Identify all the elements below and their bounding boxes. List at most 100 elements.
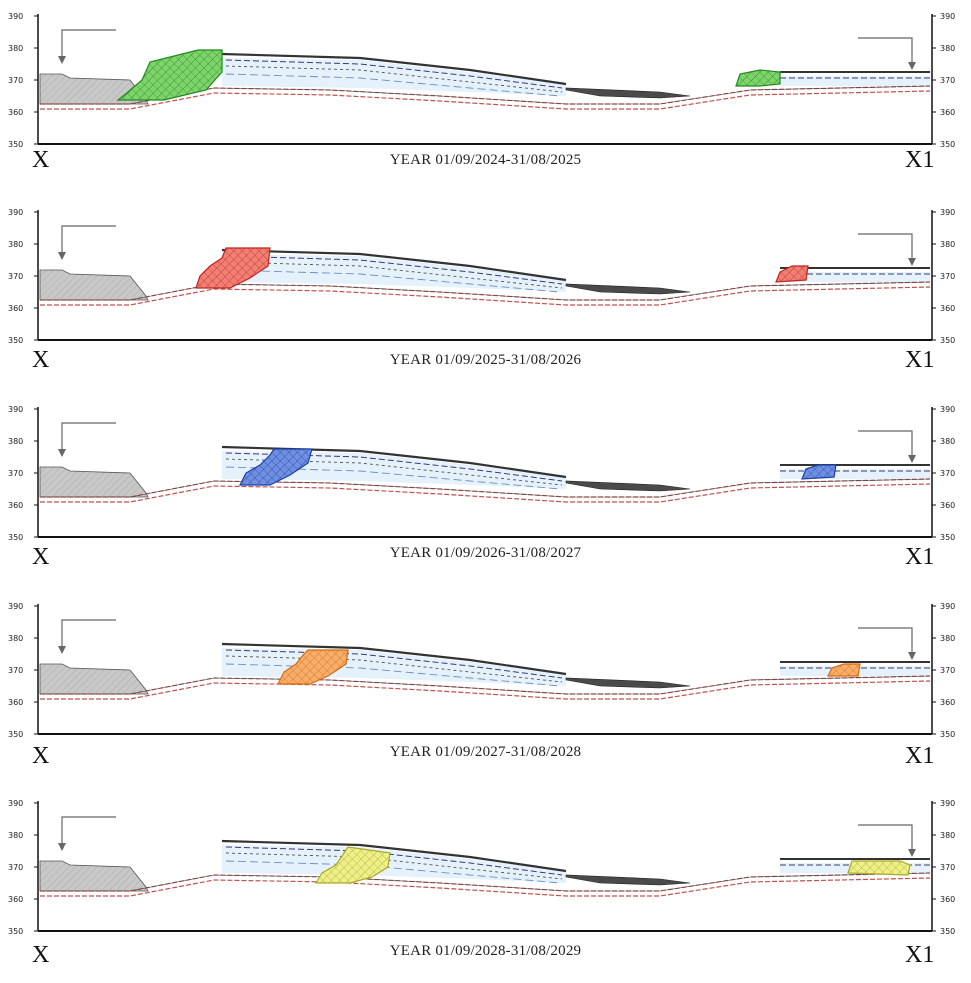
section-marker-right (858, 37, 913, 64)
stage-embankment-crosshatch (848, 861, 910, 875)
section-marker-right (858, 627, 913, 654)
right-tick-label: 350 (940, 140, 955, 149)
existing-dump (39, 663, 149, 695)
right-end-label: X1 (905, 347, 935, 373)
left-tick-label: 390 (8, 405, 23, 414)
tailings-fill (222, 58, 566, 96)
existing-dump (39, 466, 149, 498)
right-end-label: X1 (905, 147, 935, 173)
section-arrow-left (58, 56, 66, 64)
ground-line (40, 281, 931, 301)
layer-line (225, 59, 563, 89)
right-tick-label: 360 (940, 895, 955, 904)
left-tick-label: 350 (8, 533, 23, 542)
section-arrow-left (58, 843, 66, 851)
panel-year-5: 390 390 380 380 370 370 360 360 350 350 X X1 YEAR… (0, 787, 971, 983)
left-tick-label: 360 (8, 895, 23, 904)
section-marker-left (61, 619, 116, 648)
right-tick-label: 370 (940, 76, 955, 85)
left-tick-label: 380 (8, 831, 23, 840)
right-tick-label: 370 (940, 469, 955, 478)
right-tick-label: 350 (940, 336, 955, 345)
foundation-line (40, 483, 931, 503)
year-caption: YEAR 01/09/2024-31/08/2025 (389, 152, 582, 168)
year-caption: YEAR 01/09/2028-31/08/2029 (389, 943, 582, 959)
left-end-label: X (32, 544, 50, 570)
left-tick-label: 350 (8, 927, 23, 936)
panel-year-2: 390 390 380 380 370 370 360 360 350 350 X X1 YEAR… (0, 196, 971, 392)
section-arrow-right (908, 62, 916, 70)
right-tick-label: 360 (940, 304, 955, 313)
pond (565, 480, 691, 492)
left-tick-label: 360 (8, 698, 23, 707)
right-tick-label: 380 (940, 44, 955, 53)
left-end-label: X (32, 743, 50, 769)
right-tick-label: 380 (940, 437, 955, 446)
stage-embankment-crosshatch (240, 449, 312, 485)
ground-line (40, 675, 931, 695)
layer-line (225, 261, 563, 289)
stage-embankment-crosshatch (316, 847, 390, 883)
cross-section-svg: 390 390 380 380 370 370 360 360 350 350 (8, 602, 955, 739)
layer-line (225, 255, 563, 285)
left-tick-label: 370 (8, 863, 23, 872)
right-tick-label: 350 (940, 730, 955, 739)
left-tick-label: 350 (8, 336, 23, 345)
foundation-line (40, 680, 931, 700)
right-tick-label: 390 (940, 208, 955, 217)
right-tick-label: 360 (940, 698, 955, 707)
layer-line (225, 649, 563, 679)
right-tick-label: 390 (940, 602, 955, 611)
left-tick-label: 390 (8, 799, 23, 808)
section-marker-right (858, 430, 913, 457)
right-tick-label: 390 (940, 12, 955, 21)
top-surface (221, 642, 567, 676)
stage-embankment-crosshatch (736, 70, 780, 86)
right-end-label: X1 (905, 544, 935, 570)
left-tick-label: 390 (8, 208, 23, 217)
stage-embankment-crosshatch (828, 664, 860, 676)
left-tick-label: 360 (8, 108, 23, 117)
right-tick-label: 390 (940, 405, 955, 414)
section-arrow-right (908, 652, 916, 660)
right-tick-label: 380 (940, 240, 955, 249)
section-marker-left (61, 225, 116, 254)
pond (565, 87, 691, 99)
section-arrow-left (58, 449, 66, 457)
panel-year-3: 390 390 380 380 370 370 360 360 350 350 X X1 YEAR… (0, 393, 971, 589)
right-tick-label: 350 (940, 927, 955, 936)
right-tick-label: 370 (940, 272, 955, 281)
layer-line (225, 65, 563, 93)
year-caption: YEAR 01/09/2025-31/08/2026 (389, 352, 582, 368)
year-caption: YEAR 01/09/2027-31/08/2028 (389, 744, 582, 760)
stage-embankment-crosshatch (196, 248, 270, 288)
tailings-fill (222, 845, 566, 883)
section-marker-left (61, 29, 116, 58)
cross-section-svg: 390 390 380 380 370 370 360 360 350 350 (8, 12, 955, 149)
right-tick-label: 350 (940, 533, 955, 542)
left-end-label: X (32, 942, 50, 968)
right-tick-label: 370 (940, 863, 955, 872)
layer-line (225, 846, 563, 876)
ground-line (40, 872, 931, 892)
left-tick-label: 380 (8, 44, 23, 53)
left-end-label: X (32, 347, 50, 373)
top-surface (221, 52, 567, 86)
stage-embankment-crosshatch (118, 50, 222, 100)
ground-line (40, 478, 931, 498)
stage-embankment-crosshatch (802, 465, 836, 479)
left-tick-label: 380 (8, 634, 23, 643)
right-tick-label: 390 (940, 799, 955, 808)
left-tick-label: 370 (8, 76, 23, 85)
section-marker-right (858, 824, 913, 851)
left-tick-label: 380 (8, 240, 23, 249)
foundation-line (40, 90, 931, 110)
left-tick-label: 370 (8, 272, 23, 281)
panel-year-1: 390 390 380 380 370 370 360 360 350 350 X X1 YEAR… (0, 0, 971, 196)
pond (565, 874, 691, 886)
left-tick-label: 350 (8, 730, 23, 739)
section-arrow-left (58, 252, 66, 260)
right-end-label: X1 (905, 942, 935, 968)
left-tick-label: 390 (8, 602, 23, 611)
